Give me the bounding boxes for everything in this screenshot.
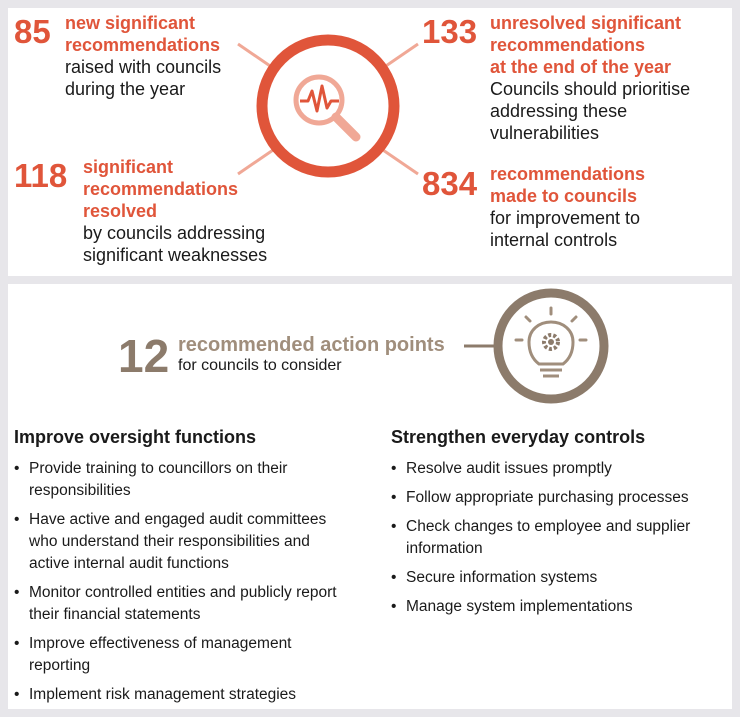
list-item: Provide training to councillors on their… <box>14 458 354 502</box>
stat-highlight: significant <box>83 157 174 177</box>
stat-highlight: recommendations <box>65 35 221 55</box>
stat-number: 85 <box>14 13 51 50</box>
column-controls: Strengthen everyday controls Resolve aud… <box>391 426 729 625</box>
column-title: Improve oversight functions <box>14 427 257 447</box>
actions-panel: 12 recommended action points for council… <box>8 284 732 709</box>
stat-description: significant weaknesses <box>83 245 268 265</box>
stat-highlight: made to councils <box>490 186 638 206</box>
list-item: Improve effectiveness of management repo… <box>14 633 354 677</box>
stat-number: 118 <box>14 157 68 194</box>
magnifier-pulse-icon <box>237 34 419 178</box>
stat-highlight: at the end of the year <box>490 57 672 77</box>
action-description: for councils to consider <box>178 357 342 374</box>
stat-highlight: recommendations <box>490 35 646 55</box>
stat-description: for improvement to <box>490 208 641 228</box>
list-item: Implement risk management strategies <box>14 684 354 706</box>
stat-highlight: unresolved significant <box>490 13 682 33</box>
stat-description: by councils addressing <box>83 223 266 243</box>
list-item: Manage system implementations <box>391 596 729 618</box>
column-title: Strengthen everyday controls <box>391 427 646 447</box>
list-item: Monitor controlled entities and publicly… <box>14 582 354 626</box>
stat-number: 834 <box>422 165 478 202</box>
column-oversight: Improve oversight functions Provide trai… <box>14 426 354 713</box>
list-item: Resolve audit issues promptly <box>391 458 729 480</box>
list-item: Follow appropriate purchasing processes <box>391 487 729 509</box>
bullet-list: Resolve audit issues promptly Follow app… <box>391 458 729 618</box>
action-highlight: recommended action points <box>178 334 445 356</box>
stat-highlight: resolved <box>83 201 158 221</box>
lightbulb-gear-icon <box>464 288 609 404</box>
stat-highlight: recommendations <box>490 164 646 184</box>
stat-highlight: new significant <box>65 13 196 33</box>
action-count: 12 <box>118 330 170 382</box>
list-item: Secure information systems <box>391 567 729 589</box>
stat-description: internal controls <box>490 230 618 250</box>
stat-number: 133 <box>422 13 478 50</box>
list-item: Have active and engaged audit committees… <box>14 509 354 575</box>
stat-description: during the year <box>65 79 186 99</box>
stat-description: addressing these <box>490 101 628 121</box>
stat-description: vulnerabilities <box>490 123 600 143</box>
list-item: Check changes to employee and supplier i… <box>391 516 729 560</box>
stat-description: raised with councils <box>65 57 222 77</box>
bullet-list: Provide training to councillors on their… <box>14 458 354 706</box>
stat-description: Councils should prioritise <box>490 79 691 99</box>
stat-highlight: recommendations <box>83 179 239 199</box>
stats-panel: 85 new significant recommendations raise… <box>8 8 732 276</box>
action-summary: recommended action points for councils t… <box>178 334 468 376</box>
